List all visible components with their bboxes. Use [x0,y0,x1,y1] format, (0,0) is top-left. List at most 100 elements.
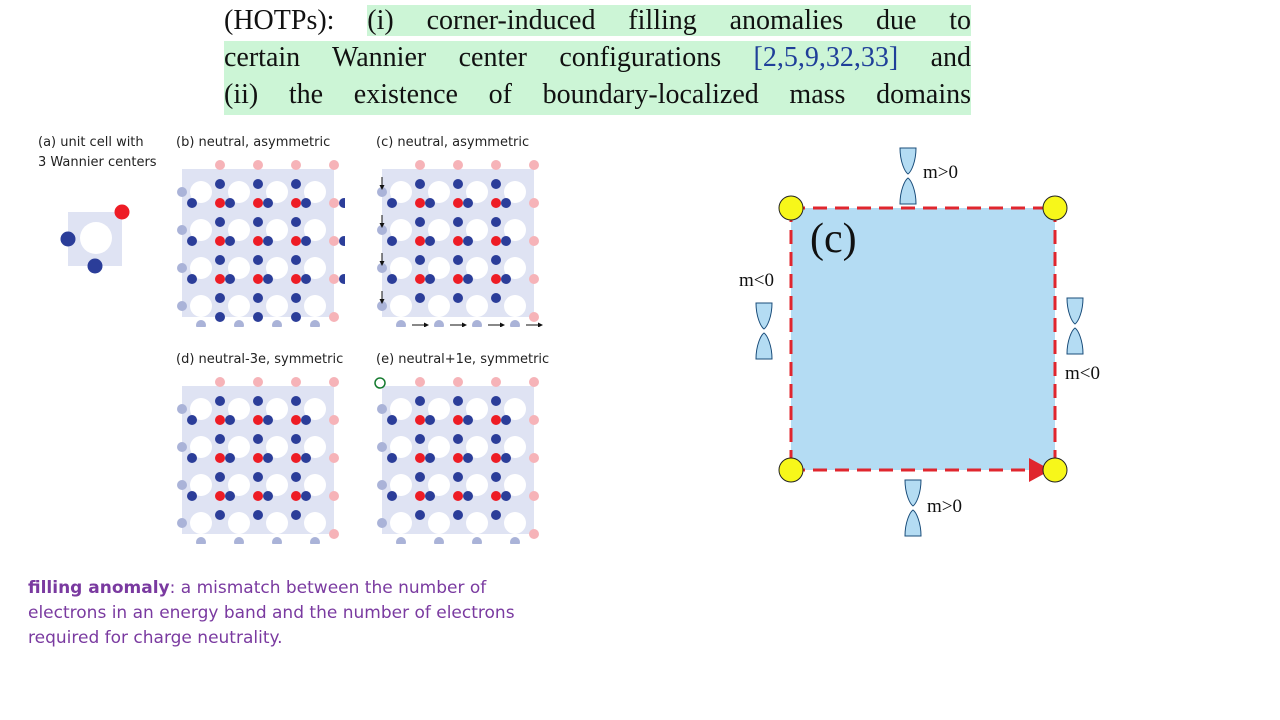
blue-wannier-site [253,293,263,303]
lattice-hole [304,257,326,279]
faded-blue-site [234,320,244,327]
blue-wannier-site [425,198,435,208]
blue-wannier-site [215,179,225,189]
blue-wannier-site [215,312,225,322]
faded-red-site [329,491,339,501]
lattice-hole [504,181,526,203]
lattice-hole [466,219,488,241]
lattice-hole [390,512,412,534]
lattice-hole [228,436,250,458]
panel-b-title: (b) neutral, asymmetric [176,135,331,150]
blue-wannier-site [425,415,435,425]
panel-a-title-line-1: (a) unit cell with [38,135,144,150]
lattice-hole [304,474,326,496]
faded-blue-site [177,225,187,235]
red-wannier-site [253,274,263,284]
faded-red-site [253,160,263,170]
blue-wannier-site [491,396,501,406]
red-wannier-site [491,491,501,501]
lattice-hole [428,295,450,317]
excerpt-line-1: (HOTPs): (i) corner-induced filling anom… [224,4,971,41]
red-wannier-site [415,453,425,463]
red-wannier-site [491,415,501,425]
citation-link[interactable]: [2,5,9,32,33] [753,42,899,73]
blue-wannier-site [415,255,425,265]
blue-wannier-site [387,274,397,284]
blue-wannier-site [291,179,301,189]
lattice-hole [266,512,288,534]
panel-c-label: (c) [810,216,857,262]
faded-blue-site [377,301,387,311]
lattice-hole [466,474,488,496]
blue-wannier-site [187,274,197,284]
lattice-hole [190,219,212,241]
blue-wannier-site [501,236,511,246]
red-wannier-site [415,274,425,284]
blue-wannier-site [387,415,397,425]
lattice-hole [466,512,488,534]
shift-arrow-head [379,223,385,228]
red-wannier-site [215,453,225,463]
red-wannier-site [491,198,501,208]
blue-wannier-site [501,198,511,208]
lattice-hole [428,398,450,420]
blue-wannier-site [425,491,435,501]
faded-red-site [453,160,463,170]
lattice-hole [304,436,326,458]
faded-blue-site [177,404,187,414]
corner-vacancy-marker [374,377,386,389]
blue-wannier-site [453,472,463,482]
lattice-hole [304,181,326,203]
blue-wannier-site [187,198,197,208]
unit-cell-diagram [60,204,130,274]
lattice-hole [390,181,412,203]
blue-wannier-site [463,491,473,501]
red-wannier-site [415,236,425,246]
blue-wannier-site [291,396,301,406]
lattice-hole [228,474,250,496]
shift-arrow-head [538,322,543,327]
lattice-panel-e [374,377,539,544]
red-wannier-site [491,453,501,463]
wannier-center-red [114,204,130,220]
red-wannier-site [215,198,225,208]
blue-wannier-site [463,198,473,208]
red-wannier-site [253,236,263,246]
faded-red-site [491,160,501,170]
blue-wannier-site [301,274,311,284]
blue-wannier-site [263,491,273,501]
excerpt-line-1-prefix: (HOTPs): [224,5,368,36]
dirac-cone-bottom [904,479,922,537]
faded-red-site [329,453,339,463]
faded-blue-site [377,187,387,197]
faded-red-site [529,415,539,425]
blue-wannier-site [187,236,197,246]
dirac-cone-top [899,147,917,205]
red-wannier-site [453,198,463,208]
shift-arrow-head [424,322,429,327]
lattice-hole [428,474,450,496]
red-wannier-site [453,236,463,246]
corner-state-bottom-right [1042,457,1068,483]
blue-wannier-site [301,453,311,463]
red-wannier-site [291,236,301,246]
red-wannier-site [215,236,225,246]
blue-wannier-site [263,198,273,208]
blue-wannier-site [291,255,301,265]
red-wannier-site [215,415,225,425]
lattice-hole [390,474,412,496]
lattice-hole [266,219,288,241]
red-wannier-site [215,491,225,501]
lattice-hole [390,295,412,317]
blue-wannier-site [501,491,511,501]
blue-wannier-site [415,217,425,227]
excerpt-line-2-text: certain Wannier center configurations [224,42,754,73]
blue-wannier-site [215,434,225,444]
blue-wannier-site [387,491,397,501]
blue-wannier-site [463,453,473,463]
arrow-head [1029,458,1051,482]
red-wannier-site [253,453,263,463]
lattice-hole [266,295,288,317]
blue-wannier-site [215,255,225,265]
faded-blue-site [177,480,187,490]
